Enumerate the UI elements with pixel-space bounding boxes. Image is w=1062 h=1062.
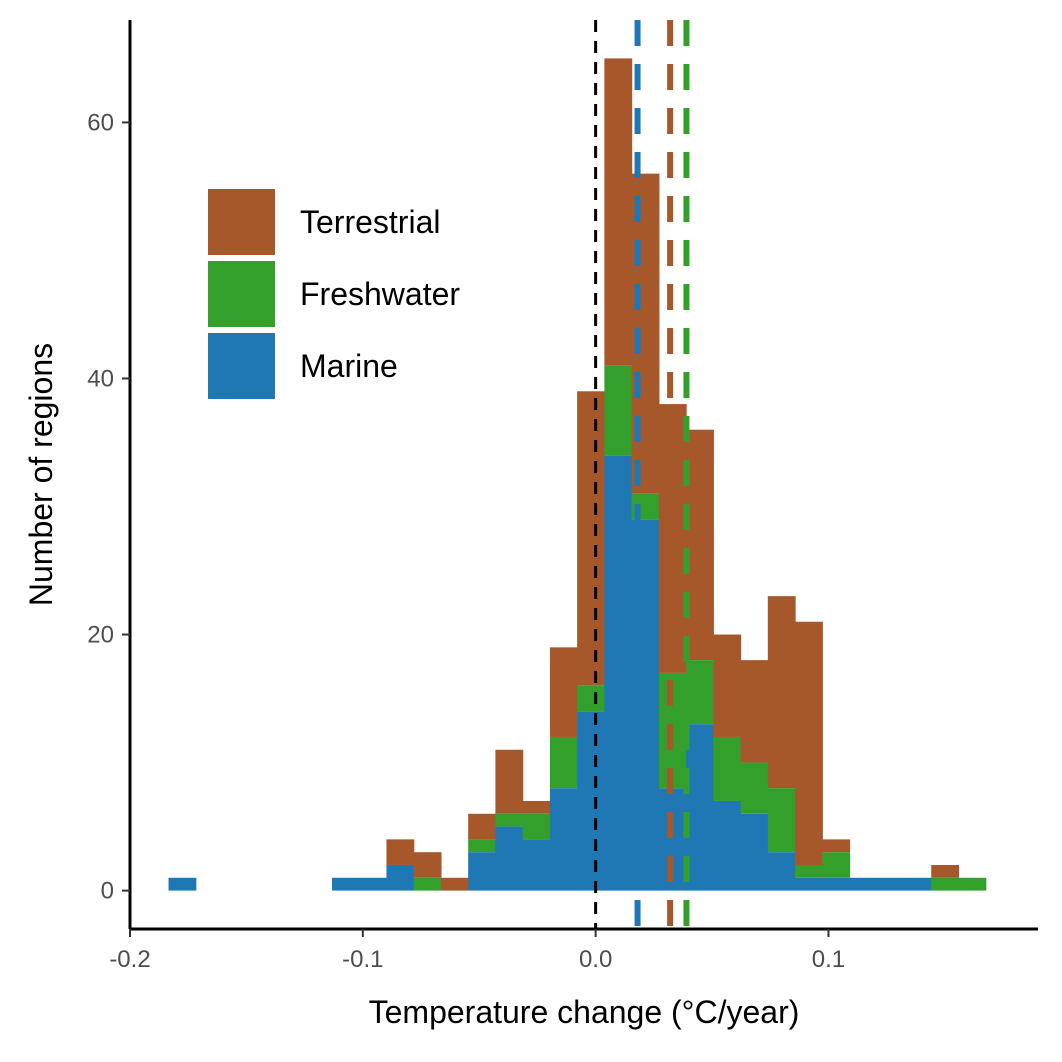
bar-marine-14: [549, 788, 578, 891]
bar-marine-22: [767, 852, 796, 891]
bar-marine-12: [495, 826, 524, 891]
bar-terrestrial-16: [604, 58, 633, 366]
legend-key-terrestrial: [208, 189, 275, 255]
bar-terrestrial-14: [549, 647, 578, 737]
bar-freshwater-9: [413, 877, 442, 891]
x-tick-label-1: -0.1: [342, 946, 383, 973]
bars-layer: [168, 58, 987, 891]
bar-terrestrial-22: [767, 596, 796, 789]
bar-marine-6: [331, 877, 360, 891]
bar-freshwater-12: [495, 813, 524, 827]
bar-terrestrial-23: [795, 621, 823, 865]
bar-terrestrial-8: [386, 839, 415, 865]
bar-marine-24: [822, 877, 851, 891]
legend-key-freshwater: [208, 261, 275, 327]
bar-marine-11: [468, 852, 497, 891]
bar-freshwater-24: [822, 852, 851, 878]
bar-terrestrial-18: [658, 404, 687, 673]
legend-label-terrestrial: Terrestrial: [300, 204, 440, 240]
bar-marine-19: [686, 724, 714, 891]
bar-terrestrial-19: [686, 429, 714, 661]
bar-marine-23: [795, 877, 823, 891]
legend: Terrestrial Freshwater Marine: [208, 189, 460, 399]
x-tick-label-2: 0.0: [579, 946, 612, 973]
axes-layer: 0 20 40 60 -0.2 -0.1 0.0 0.1: [87, 20, 1038, 973]
y-tick-label-0: 0: [101, 878, 114, 905]
bar-marine-25: [849, 877, 878, 891]
bar-marine-27: [904, 877, 932, 891]
bar-marine-20: [713, 800, 742, 891]
reference-lines-layer: [594, 20, 690, 929]
bar-marine-21: [740, 813, 769, 891]
bar-freshwater-19: [686, 660, 714, 725]
bar-freshwater-16: [604, 365, 633, 456]
bar-terrestrial-13: [522, 800, 551, 814]
bar-marine-8: [386, 864, 415, 891]
bar-freshwater-13: [522, 813, 551, 840]
bar-freshwater-28: [931, 877, 960, 891]
bar-marine-0: [168, 877, 197, 891]
y-axis-title: Number of regions: [23, 343, 59, 606]
bar-freshwater-29: [958, 877, 987, 891]
y-tick-label-1: 20: [87, 622, 114, 649]
bar-terrestrial-28: [931, 864, 960, 878]
bar-freshwater-15: [577, 685, 605, 712]
bar-freshwater-14: [549, 736, 578, 789]
bar-terrestrial-11: [468, 813, 497, 840]
bar-marine-13: [522, 839, 551, 891]
x-tick-label-0: -0.2: [109, 946, 150, 973]
bar-marine-7: [359, 877, 388, 891]
bar-freshwater-21: [740, 762, 769, 814]
legend-key-marine: [208, 333, 275, 399]
bar-marine-26: [876, 877, 905, 891]
bar-terrestrial-15: [577, 391, 605, 686]
legend-label-marine: Marine: [300, 348, 398, 384]
bar-terrestrial-12: [495, 749, 524, 814]
bar-terrestrial-21: [740, 660, 769, 763]
x-axis-title: Temperature change (°C/year): [369, 994, 800, 1030]
bar-terrestrial-10: [440, 877, 469, 891]
bar-terrestrial-9: [413, 852, 442, 878]
bar-marine-16: [604, 455, 633, 891]
bar-marine-15: [577, 711, 605, 891]
bar-freshwater-20: [713, 736, 742, 801]
y-tick-label-3: 60: [87, 109, 114, 136]
bar-freshwater-11: [468, 839, 497, 853]
legend-label-freshwater: Freshwater: [300, 276, 460, 312]
x-tick-label-3: 0.1: [812, 946, 845, 973]
bar-terrestrial-24: [822, 839, 851, 853]
bar-terrestrial-20: [713, 634, 742, 737]
bar-freshwater-22: [767, 788, 796, 853]
bar-freshwater-23: [795, 864, 823, 878]
y-tick-label-2: 40: [87, 365, 114, 392]
